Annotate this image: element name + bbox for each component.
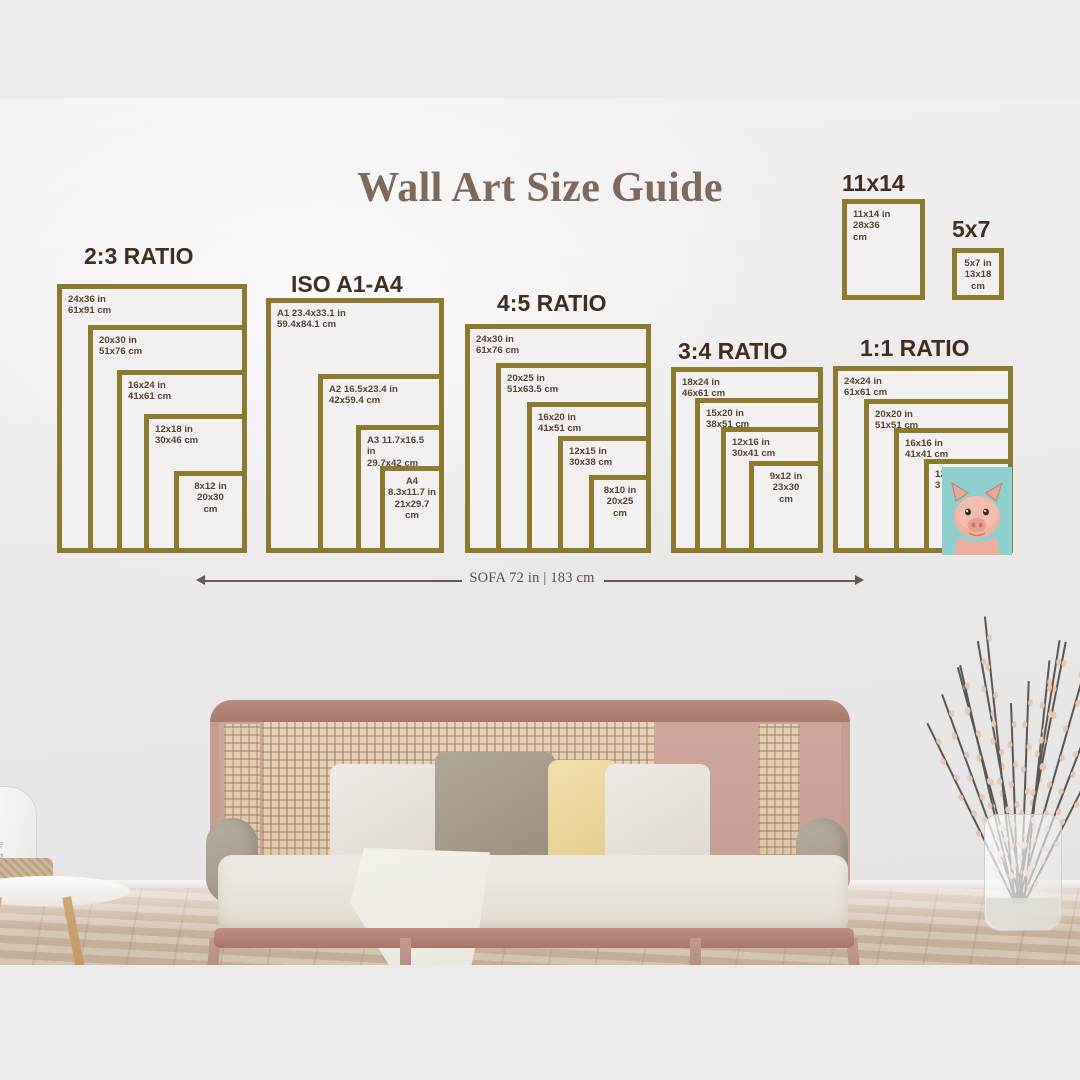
measure-arrow-left: [196, 575, 205, 585]
frame-iso-a1-a4-4: A4 8.3x11.7 in 21x29.7 cm: [380, 466, 444, 553]
frame-size-label: A3 11.7x16.5 in 29.7x42 cm: [367, 435, 425, 469]
branch-bud: [1060, 659, 1068, 668]
frame-size-label: 11x14 in 28x36 cm: [853, 209, 891, 243]
frame-size-label: 24x30 in 61x76 cm: [476, 334, 520, 357]
branch-bud: [1055, 807, 1063, 817]
sofa-seat-cushion: [218, 855, 848, 933]
frame-size-11x14-1: 11x14 in 28x36 cm: [842, 199, 925, 300]
frame-size-label: 18x24 in 46x61 cm: [682, 377, 726, 400]
branch-bud: [998, 748, 1005, 756]
branch-bud: [986, 633, 993, 642]
branch-bud: [990, 720, 997, 728]
sofa-leg: [690, 938, 701, 965]
side-table-leg: [62, 896, 93, 965]
frame-size-label: 12x15 in 30x38 cm: [569, 446, 613, 469]
group-title-ratio-2-3: 2:3 RATIO: [84, 243, 194, 269]
branch-bud: [1004, 805, 1011, 814]
frame-size-label: A4 8.3x11.7 in 21x29.7 cm: [388, 476, 437, 521]
pig-artwork: [942, 467, 1012, 555]
vase-with-branches: [926, 608, 1080, 963]
frame-size-label: 16x24 in 41x61 cm: [128, 380, 172, 403]
frame-size-label: 9x12 in 23x30 cm: [769, 471, 803, 505]
frame-size-label: 16x16 in 41x41 cm: [905, 438, 949, 461]
group-title-ratio-3-4: 3:4 RATIO: [678, 338, 788, 364]
group-title-size-5x7: 5x7: [952, 216, 991, 242]
branch-bud: [1073, 800, 1080, 809]
branch-bud: [1013, 760, 1019, 769]
group-title-ratio-1-1: 1:1 RATIO: [860, 335, 970, 361]
frame-size-label: 24x24 in 61x61 cm: [844, 376, 888, 399]
measure-line-left: [204, 580, 462, 582]
branch-bud: [1039, 701, 1046, 710]
rattan-sofa: [150, 700, 910, 965]
branch-bud: [984, 663, 991, 671]
group-title-ratio-4-5: 4:5 RATIO: [497, 290, 607, 316]
frame-size-5x7-1: 5x7 in 13x18 cm: [952, 248, 1004, 300]
frame-size-label: 8x12 in 20x30 cm: [194, 481, 227, 515]
branch-bud: [1020, 765, 1026, 773]
branch-bud: [1014, 800, 1020, 809]
branch-bud: [970, 809, 978, 818]
sofa-apron: [214, 928, 854, 948]
pig-illustration: [942, 467, 1012, 555]
frame-ratio-3-4-4: 9x12 in 23x30 cm: [749, 461, 823, 553]
branch-bud: [975, 754, 983, 763]
frame-size-label: A1 23.4x33.1 in 59.4x84.1 cm: [277, 308, 346, 331]
sofa-leg: [400, 938, 411, 965]
measure-arrow-right: [855, 575, 864, 585]
branch-bud: [1027, 699, 1034, 707]
branch-bud: [1038, 736, 1045, 744]
branch-bud: [974, 829, 983, 838]
branch-bud: [1045, 780, 1053, 789]
branch-bud: [1011, 720, 1017, 729]
frame-size-label: 20x20 in 51x51 cm: [875, 409, 919, 432]
frame-size-label: 12x18 in 30x46 cm: [155, 424, 199, 447]
frame-size-label: 12x16 in 30x41 cm: [732, 437, 776, 460]
frame-size-label: 5x7 in 13x18 cm: [964, 258, 992, 292]
branch-bud: [1026, 743, 1032, 751]
sofa-top-rail: [210, 700, 850, 722]
frame-size-label: 20x30 in 51x76 cm: [99, 335, 143, 358]
side-table: Home living: [0, 778, 130, 965]
frame-size-label: A2 16.5x23.4 in 42x59.4 cm: [329, 384, 398, 407]
group-title-size-11x14: 11x14: [842, 170, 905, 196]
branch-bud: [986, 801, 994, 810]
branch-bud: [980, 684, 987, 693]
branch-bud: [1058, 754, 1066, 763]
branch-bud: [966, 773, 974, 783]
branch-bud: [1024, 787, 1031, 796]
branch-bud: [978, 793, 986, 802]
branch-bud: [1074, 698, 1080, 707]
branch-bud: [1007, 741, 1013, 749]
branch-bud: [996, 777, 1003, 786]
side-table-leg: [0, 896, 2, 965]
branch-bud: [1069, 770, 1077, 779]
vase-water: [986, 898, 1058, 928]
measure-label: SOFA 72 in | 183 cm: [469, 570, 595, 586]
frame-size-label: 16x20 in 41x51 cm: [538, 412, 582, 435]
frame-size-label: 20x25 in 51x63.5 cm: [507, 373, 559, 396]
frame-ratio-2-3-5: 8x12 in 20x30 cm: [174, 471, 247, 553]
branch-bud: [992, 691, 999, 699]
branch-bud: [1061, 725, 1069, 734]
branch-bud: [1022, 721, 1028, 729]
branch-bud: [1057, 787, 1065, 796]
branch-bud: [1008, 781, 1014, 789]
branch-bud: [1046, 683, 1053, 692]
frame-size-label: 24x36 in 61x91 cm: [68, 294, 112, 317]
branch-bud: [1029, 788, 1036, 797]
branch-bud: [963, 751, 971, 760]
branch-bud: [989, 737, 997, 746]
branch-bud: [1071, 749, 1080, 759]
frame-size-label: 15x20 in 38x51 cm: [706, 408, 750, 431]
measure-line-right: [604, 580, 856, 582]
frame-ratio-4-5-5: 8x10 in 20x25 cm: [589, 475, 651, 553]
branch-bud: [964, 681, 971, 690]
frame-size-label: 8x10 in 20x25 cm: [603, 485, 637, 519]
group-title-iso-a1-a4: ISO A1-A4: [291, 271, 403, 297]
sofa-measurement: SOFA 72 in | 183 cm: [196, 570, 864, 592]
page-title: Wall Art Size Guide: [357, 165, 723, 211]
